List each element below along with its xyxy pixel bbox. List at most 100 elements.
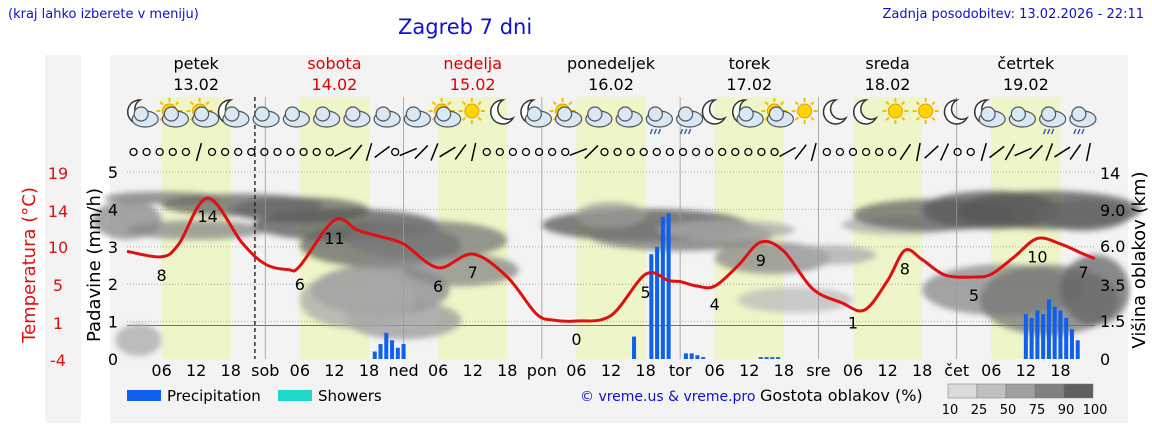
temperature-label: 14 xyxy=(197,207,217,226)
x-hour-tick: 12 xyxy=(739,361,759,380)
cloud-blob xyxy=(657,220,796,240)
wind-calm-icon xyxy=(704,147,714,157)
cloud-height-tick-label: 14 xyxy=(1100,164,1120,183)
cloud-height-tick-label: 3.5 xyxy=(1100,276,1125,295)
temperature-tick-label: 10 xyxy=(48,238,68,257)
cloud-height-tick-label: 0 xyxy=(1100,350,1110,369)
temperature-tick-label: 1 xyxy=(53,314,63,333)
wind-barb-icon xyxy=(924,145,939,159)
sun-cloud-icon xyxy=(549,98,583,128)
weather-icons-row xyxy=(126,98,1097,135)
precipitation-swatch xyxy=(127,390,161,401)
wind-calm-icon xyxy=(129,147,138,157)
precipitation-bar xyxy=(770,357,775,359)
precipitation-bar xyxy=(776,357,781,359)
temperature-tick-label: -4 xyxy=(50,351,66,370)
temperature-tick-label: 19 xyxy=(48,164,68,183)
cloud-density-level: 75 xyxy=(1029,403,1046,418)
wind-barb-icon xyxy=(1085,142,1092,162)
wind-barb-icon xyxy=(1069,143,1082,161)
precipitation-bar xyxy=(649,254,654,359)
precip-tick-label: 5 xyxy=(108,163,118,182)
wind-calm-icon xyxy=(312,147,321,157)
wind-calm-icon xyxy=(325,147,334,157)
rain-cloud-icon xyxy=(676,106,704,135)
cloud-blob xyxy=(345,220,508,260)
cloud-blob xyxy=(783,245,877,265)
moon-cloud-icon xyxy=(217,99,250,128)
precipitation-bar xyxy=(1069,329,1074,359)
wind-calm-icon xyxy=(561,147,570,157)
wind-calm-icon xyxy=(600,147,609,157)
cloud-icon xyxy=(403,106,431,128)
precipitation-bar xyxy=(1035,310,1040,359)
x-hour-tick: 18 xyxy=(497,361,517,380)
wind-calm-icon xyxy=(495,147,504,157)
copyright-text: © vreme.us & vreme.pro xyxy=(580,389,755,405)
wind-barb-icon xyxy=(794,144,807,160)
cloud-blob xyxy=(299,271,416,329)
temperature-label: 7 xyxy=(1078,263,1088,282)
sun-icon xyxy=(791,98,818,124)
wind-calm-icon xyxy=(286,147,295,157)
wind-barb-icon xyxy=(439,146,456,158)
precipitation-bar xyxy=(384,332,389,359)
x-hour-tick: 12 xyxy=(1016,361,1036,380)
precipitation-bar xyxy=(1058,310,1063,359)
precip-tick-label: 4 xyxy=(108,200,118,219)
cloud-density-level: 90 xyxy=(1058,403,1075,418)
day-date: 18.02 xyxy=(865,75,911,94)
wind-barb-icon xyxy=(454,144,467,160)
temperature-label: 0 xyxy=(571,330,581,349)
precip-tick-label: 0 xyxy=(108,350,118,369)
wind-barb-icon xyxy=(584,145,599,159)
day-date: 17.02 xyxy=(726,75,772,94)
day-name: sobota xyxy=(307,54,361,73)
wind-calm-icon xyxy=(757,147,766,157)
cloud-density-level: 25 xyxy=(971,403,988,418)
cloud-density-swatch xyxy=(1034,383,1065,399)
sun-icon xyxy=(458,98,485,124)
wind-barb-icon xyxy=(810,142,817,162)
wind-calm-icon xyxy=(299,147,308,157)
region-hint[interactable]: (kraj lahko izberete v meniju) xyxy=(8,7,199,22)
wind-calm-icon xyxy=(521,147,531,157)
temperature-label: 6 xyxy=(433,277,443,296)
precipitation-bar xyxy=(395,347,400,359)
precipitation-bar xyxy=(1046,299,1051,359)
moon-cloud-icon xyxy=(126,99,159,128)
cloud-blob xyxy=(1060,254,1130,326)
precipitation-bar xyxy=(1064,317,1069,359)
temperature-label: 5 xyxy=(640,283,650,302)
precipitation-bar xyxy=(758,357,763,359)
day-separators xyxy=(254,97,958,359)
wind-barb-icon xyxy=(1054,146,1071,158)
x-hour-tick: 06 xyxy=(151,361,171,380)
cloud-blob xyxy=(115,324,162,356)
precipitation-bar xyxy=(695,355,700,359)
cloud-density-swatch xyxy=(976,383,1007,399)
wind-calm-icon xyxy=(848,147,858,157)
x-day-tick: sre xyxy=(806,361,830,380)
x-axis-ticks: 06 12 18 sob 06 12 18 ned 06 12 18 pon 06 12 18 tor 06 12… xyxy=(151,361,1070,380)
wind-barb-icon xyxy=(989,145,1005,159)
x-hour-tick: 06 xyxy=(843,361,863,380)
precipitation-bar xyxy=(401,344,406,359)
x-hour-tick: 18 xyxy=(635,361,655,380)
temperature-label: 4 xyxy=(710,295,720,314)
moon-icon xyxy=(943,99,969,125)
day-name: sreda xyxy=(865,54,909,73)
wind-barb-icon xyxy=(915,142,921,162)
x-day-tick: pon xyxy=(527,361,557,380)
wind-calm-icon xyxy=(220,147,230,157)
day-name: ponedeljek xyxy=(567,54,656,73)
day-name: torek xyxy=(729,54,771,73)
precipitation-bar xyxy=(632,336,637,359)
cloud-density-level: 50 xyxy=(1000,403,1017,418)
wind-barb-icon xyxy=(569,147,588,157)
cloud-height-tick-label: 6.0 xyxy=(1100,237,1125,256)
cloud-icon xyxy=(252,106,280,128)
wind-calm-icon xyxy=(691,147,701,157)
precipitation-bar xyxy=(689,353,694,359)
wind-barb-icon xyxy=(940,143,950,161)
